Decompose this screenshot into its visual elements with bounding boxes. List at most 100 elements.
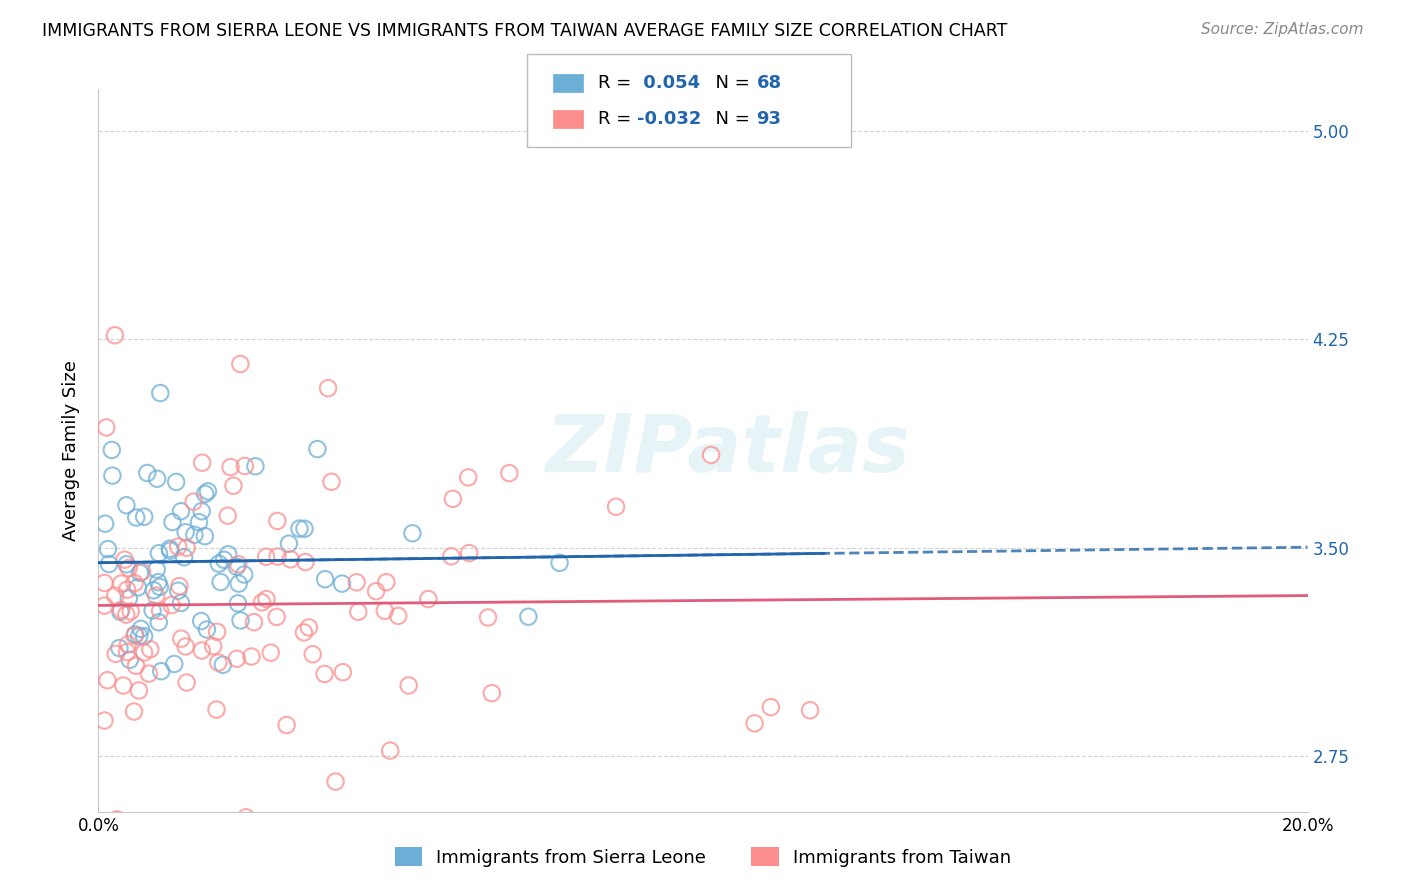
Point [115,582,138,597]
Point [278,536,301,550]
Point [212,553,235,567]
Point [260,646,283,660]
Point [170,632,193,646]
Point [183,528,205,542]
Point [127,581,149,595]
Text: N =: N = [704,110,756,128]
Text: 93: 93 [756,110,782,128]
Point [205,624,228,639]
Point [225,652,247,666]
Point [165,475,187,489]
Point [145,589,167,603]
Point [330,576,353,591]
Point [97,542,120,557]
Point [173,550,195,565]
Point [115,498,138,512]
Point [380,744,402,758]
Point [105,813,128,827]
Point [159,541,181,556]
Point [132,629,155,643]
Point [188,515,211,529]
Point [148,546,170,560]
Point [101,468,124,483]
Text: N =: N = [704,74,756,92]
Point [167,583,190,598]
Point [375,575,398,590]
Point [217,508,239,523]
Point [321,475,343,489]
Point [225,559,247,574]
Point [115,558,138,572]
Point [167,540,190,554]
Point [346,575,368,590]
Point [125,510,148,524]
Point [104,647,127,661]
Point [457,470,479,484]
Point [194,487,217,501]
Point [298,620,321,634]
Point [307,442,329,456]
Point [250,595,273,609]
Point [209,575,232,590]
Point [440,549,463,564]
Point [266,610,288,624]
Point [122,705,145,719]
Point [398,678,420,692]
Point [129,622,152,636]
Point [170,504,193,518]
Point [142,583,165,598]
Point [197,484,219,499]
Point [139,642,162,657]
Y-axis label: Average Family Size: Average Family Size [62,360,80,541]
Point [266,514,288,528]
Point [170,596,193,610]
Point [314,572,336,586]
Point [145,563,167,577]
Point [93,599,115,613]
Point [191,643,214,657]
Point [759,700,782,714]
Point [110,605,132,619]
Point [217,547,239,561]
Point [160,598,183,612]
Point [226,558,249,572]
Point [240,649,263,664]
Point [387,608,409,623]
Point [93,576,115,591]
Text: 0.054: 0.054 [637,74,700,92]
Point [96,673,118,688]
Point [266,549,288,564]
Point [233,458,256,473]
Point [548,556,571,570]
Point [799,703,821,717]
Point [97,557,120,571]
Point [222,479,245,493]
Point [112,679,135,693]
Point [115,607,138,622]
Point [325,774,347,789]
Point [136,466,159,480]
Point [314,667,336,681]
Point [235,810,257,824]
Point [110,603,132,617]
Point [288,522,311,536]
Point [150,664,173,678]
Point [700,448,723,462]
Point [117,637,139,651]
Point [124,576,146,591]
Point [195,623,218,637]
Point [129,566,152,580]
Point [228,576,250,591]
Point [146,472,169,486]
Point [118,653,141,667]
Point [202,639,225,653]
Point [441,491,464,506]
Point [174,640,197,654]
Point [364,584,387,599]
Point [194,529,217,543]
Point [219,460,242,475]
Point [316,381,339,395]
Point [245,459,267,474]
Point [101,442,124,457]
Text: -0.032: -0.032 [637,110,702,128]
